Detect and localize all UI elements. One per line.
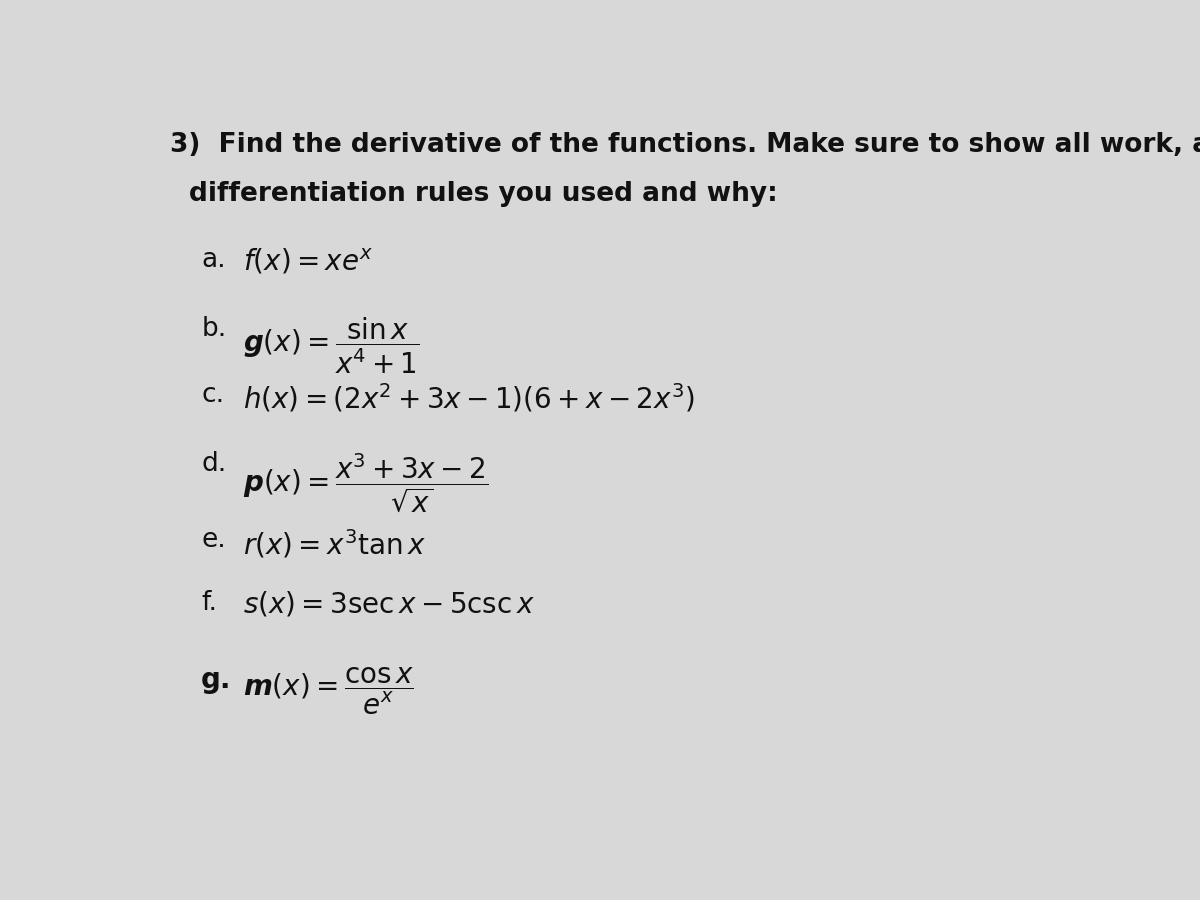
Text: $\boldsymbol{m}(x) = \dfrac{\cos x}{e^x}$: $\boldsymbol{m}(x) = \dfrac{\cos x}{e^x}… xyxy=(242,666,414,717)
Text: differentiation rules you used and why:: differentiation rules you used and why: xyxy=(190,181,778,207)
Text: d.: d. xyxy=(202,451,227,477)
Text: f.: f. xyxy=(202,590,217,616)
Text: 3)  Find the derivative of the functions. Make sure to show all work, and explai: 3) Find the derivative of the functions.… xyxy=(170,132,1200,158)
Text: c.: c. xyxy=(202,382,224,408)
Text: $f(x) = xe^x$: $f(x) = xe^x$ xyxy=(242,247,373,276)
Text: $s(x) = 3 \sec x - 5 \csc x$: $s(x) = 3 \sec x - 5 \csc x$ xyxy=(242,590,535,618)
Text: $\boldsymbol{p}(x) = \dfrac{x^3+3x-2}{\sqrt{x}}$: $\boldsymbol{p}(x) = \dfrac{x^3+3x-2}{\s… xyxy=(242,451,488,514)
Text: g.: g. xyxy=(202,666,232,694)
Text: $h(x) = (2x^2 + 3x - 1)(6 + x - 2x^3)$: $h(x) = (2x^2 + 3x - 1)(6 + x - 2x^3)$ xyxy=(242,382,695,415)
Text: a.: a. xyxy=(202,247,226,273)
Text: e.: e. xyxy=(202,527,226,554)
Text: b.: b. xyxy=(202,316,227,342)
Text: $r(x) = x^3 \tan x$: $r(x) = x^3 \tan x$ xyxy=(242,527,426,560)
Text: $\boldsymbol{g}(x) = \dfrac{\sin x}{x^4+1}$: $\boldsymbol{g}(x) = \dfrac{\sin x}{x^4+… xyxy=(242,316,420,376)
